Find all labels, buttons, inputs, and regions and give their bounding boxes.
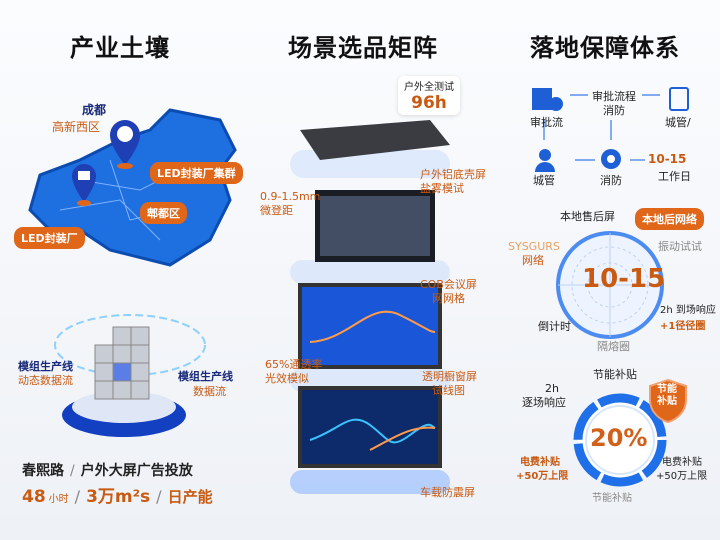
- column-title-industry: 产业土壤: [70, 34, 170, 62]
- subsidy-left-bottom-sub: +50万上限: [516, 471, 569, 482]
- subsidy-ring: [573, 393, 667, 487]
- map-pin-icon: [72, 164, 96, 206]
- subsidy-left-top-sub: 逐场响应: [522, 396, 566, 409]
- module-line-right-sub: 数据流: [193, 385, 226, 398]
- radar-label-right-bottom: 2h 到场响应: [660, 305, 716, 316]
- flow-approval: 审批流: [530, 116, 563, 129]
- flow-fire: 消防: [600, 174, 622, 187]
- badge-value: 96h: [411, 93, 447, 113]
- radar-label-top: 本地售后屏: [560, 210, 615, 223]
- map-illustration: [28, 108, 237, 267]
- product3-spec: 65%通透率: [265, 358, 323, 371]
- module-line-right-title: 模组生产线: [178, 370, 233, 383]
- module-cube-illustration: [54, 314, 206, 437]
- stat-usage: 户外大屏广告投放: [80, 463, 193, 479]
- stat-hours-value: 48: [22, 487, 46, 507]
- subsidy-center-value: 20%: [590, 424, 648, 452]
- flow-arrows: [543, 94, 660, 161]
- product2-spec-sub: 微登距: [260, 204, 293, 217]
- separator: /: [156, 487, 162, 506]
- tag-led-factory: LED封装厂: [14, 227, 85, 249]
- radar-chart: [556, 231, 664, 339]
- product1-name: 户外铝底壳屏: [420, 168, 486, 181]
- radar-center-value: 10-15: [582, 264, 666, 294]
- stat-location: 春熙路: [22, 463, 64, 479]
- stat-row-top: 春熙路 / 户外大屏广告投放: [22, 460, 193, 480]
- subsidy-right-bottom: 电费补贴: [662, 457, 702, 468]
- tag-led-cluster: LED封装厂集群: [150, 162, 243, 184]
- separator: /: [74, 487, 81, 506]
- module-line-left-title: 模组生产线: [18, 360, 73, 373]
- product2-name: COB会议屏: [420, 278, 477, 291]
- radar-label-left: SYSGURS: [508, 240, 560, 253]
- flow-process-fire: 消防: [603, 104, 625, 117]
- person-icon: [535, 149, 555, 172]
- product2-sub: 网网格: [432, 292, 465, 305]
- subsidy-left-bottom: 电费补贴: [520, 457, 560, 468]
- subsidy-label-top: 节能补贴: [593, 368, 637, 381]
- tag-pidu: 郫都区: [140, 202, 187, 224]
- radar-label-left-bottom: 倒计时: [538, 320, 571, 333]
- column-title-assurance: 落地保障体系: [530, 34, 680, 62]
- map-pin-icon: [110, 120, 140, 169]
- fire-icon: [601, 149, 621, 169]
- module-line-left-sub: 动态数据流: [18, 374, 73, 387]
- product3-sub: 试线图: [432, 384, 465, 397]
- separator: /: [70, 463, 75, 479]
- radar-label-left-sub: 网络: [522, 254, 544, 267]
- shield-text-1: 节能: [657, 384, 677, 395]
- product1-test: 盐雾模试: [420, 182, 464, 195]
- building-icon: [532, 88, 563, 111]
- radar-label-right-bottom-sub: +1径径圈: [660, 321, 706, 332]
- flow-days-value: 10-15: [648, 152, 687, 166]
- shield-text-2: 补贴: [657, 396, 677, 407]
- product2-spec: 0.9-1.5mm: [260, 190, 321, 203]
- outdoor-test-badge: 户外全测试 96h: [398, 76, 460, 115]
- product3-spec-sub: 光效模似: [265, 372, 309, 385]
- product3-name: 透明橱窗屏: [422, 370, 477, 383]
- badge-label: 户外全测试: [404, 82, 454, 93]
- flow-process: 审批流程: [592, 90, 636, 103]
- flow-days-unit: 工作日: [658, 170, 691, 183]
- flow-city-mgmt: 城管: [533, 174, 555, 187]
- subsidy-left-top: 2h: [545, 382, 559, 395]
- clipboard-icon: [669, 87, 689, 111]
- product-stack-illustration: [290, 120, 450, 494]
- pin-district-label: 高新西区: [52, 120, 101, 134]
- radar-label-bottom: 隔熔圈: [597, 340, 630, 353]
- radar-tag: 本地后网络: [635, 208, 704, 230]
- pin-city-label: 成都: [82, 103, 107, 117]
- stat-capacity-value: 3万m²s: [86, 487, 151, 507]
- subsidy-label-bottom: 节能补贴: [592, 493, 632, 504]
- stat-hours-unit: 小时: [48, 494, 69, 505]
- flow-city-mgmt-right: 城管/: [665, 116, 691, 129]
- stat-row-bottom: 48 小时 / 3万m²s / 日产能: [22, 482, 213, 507]
- product4-name: 车载防震屏: [420, 486, 475, 499]
- shield-icon: [649, 378, 687, 424]
- stat-capacity-unit: 日产能: [167, 488, 213, 506]
- shield-text: 节能 补贴: [657, 384, 677, 408]
- radar-label-right-top: 振动试试: [658, 240, 702, 253]
- subsidy-right-bottom-sub: +50万上限: [656, 471, 708, 482]
- column-title-matrix: 场景选品矩阵: [288, 34, 438, 62]
